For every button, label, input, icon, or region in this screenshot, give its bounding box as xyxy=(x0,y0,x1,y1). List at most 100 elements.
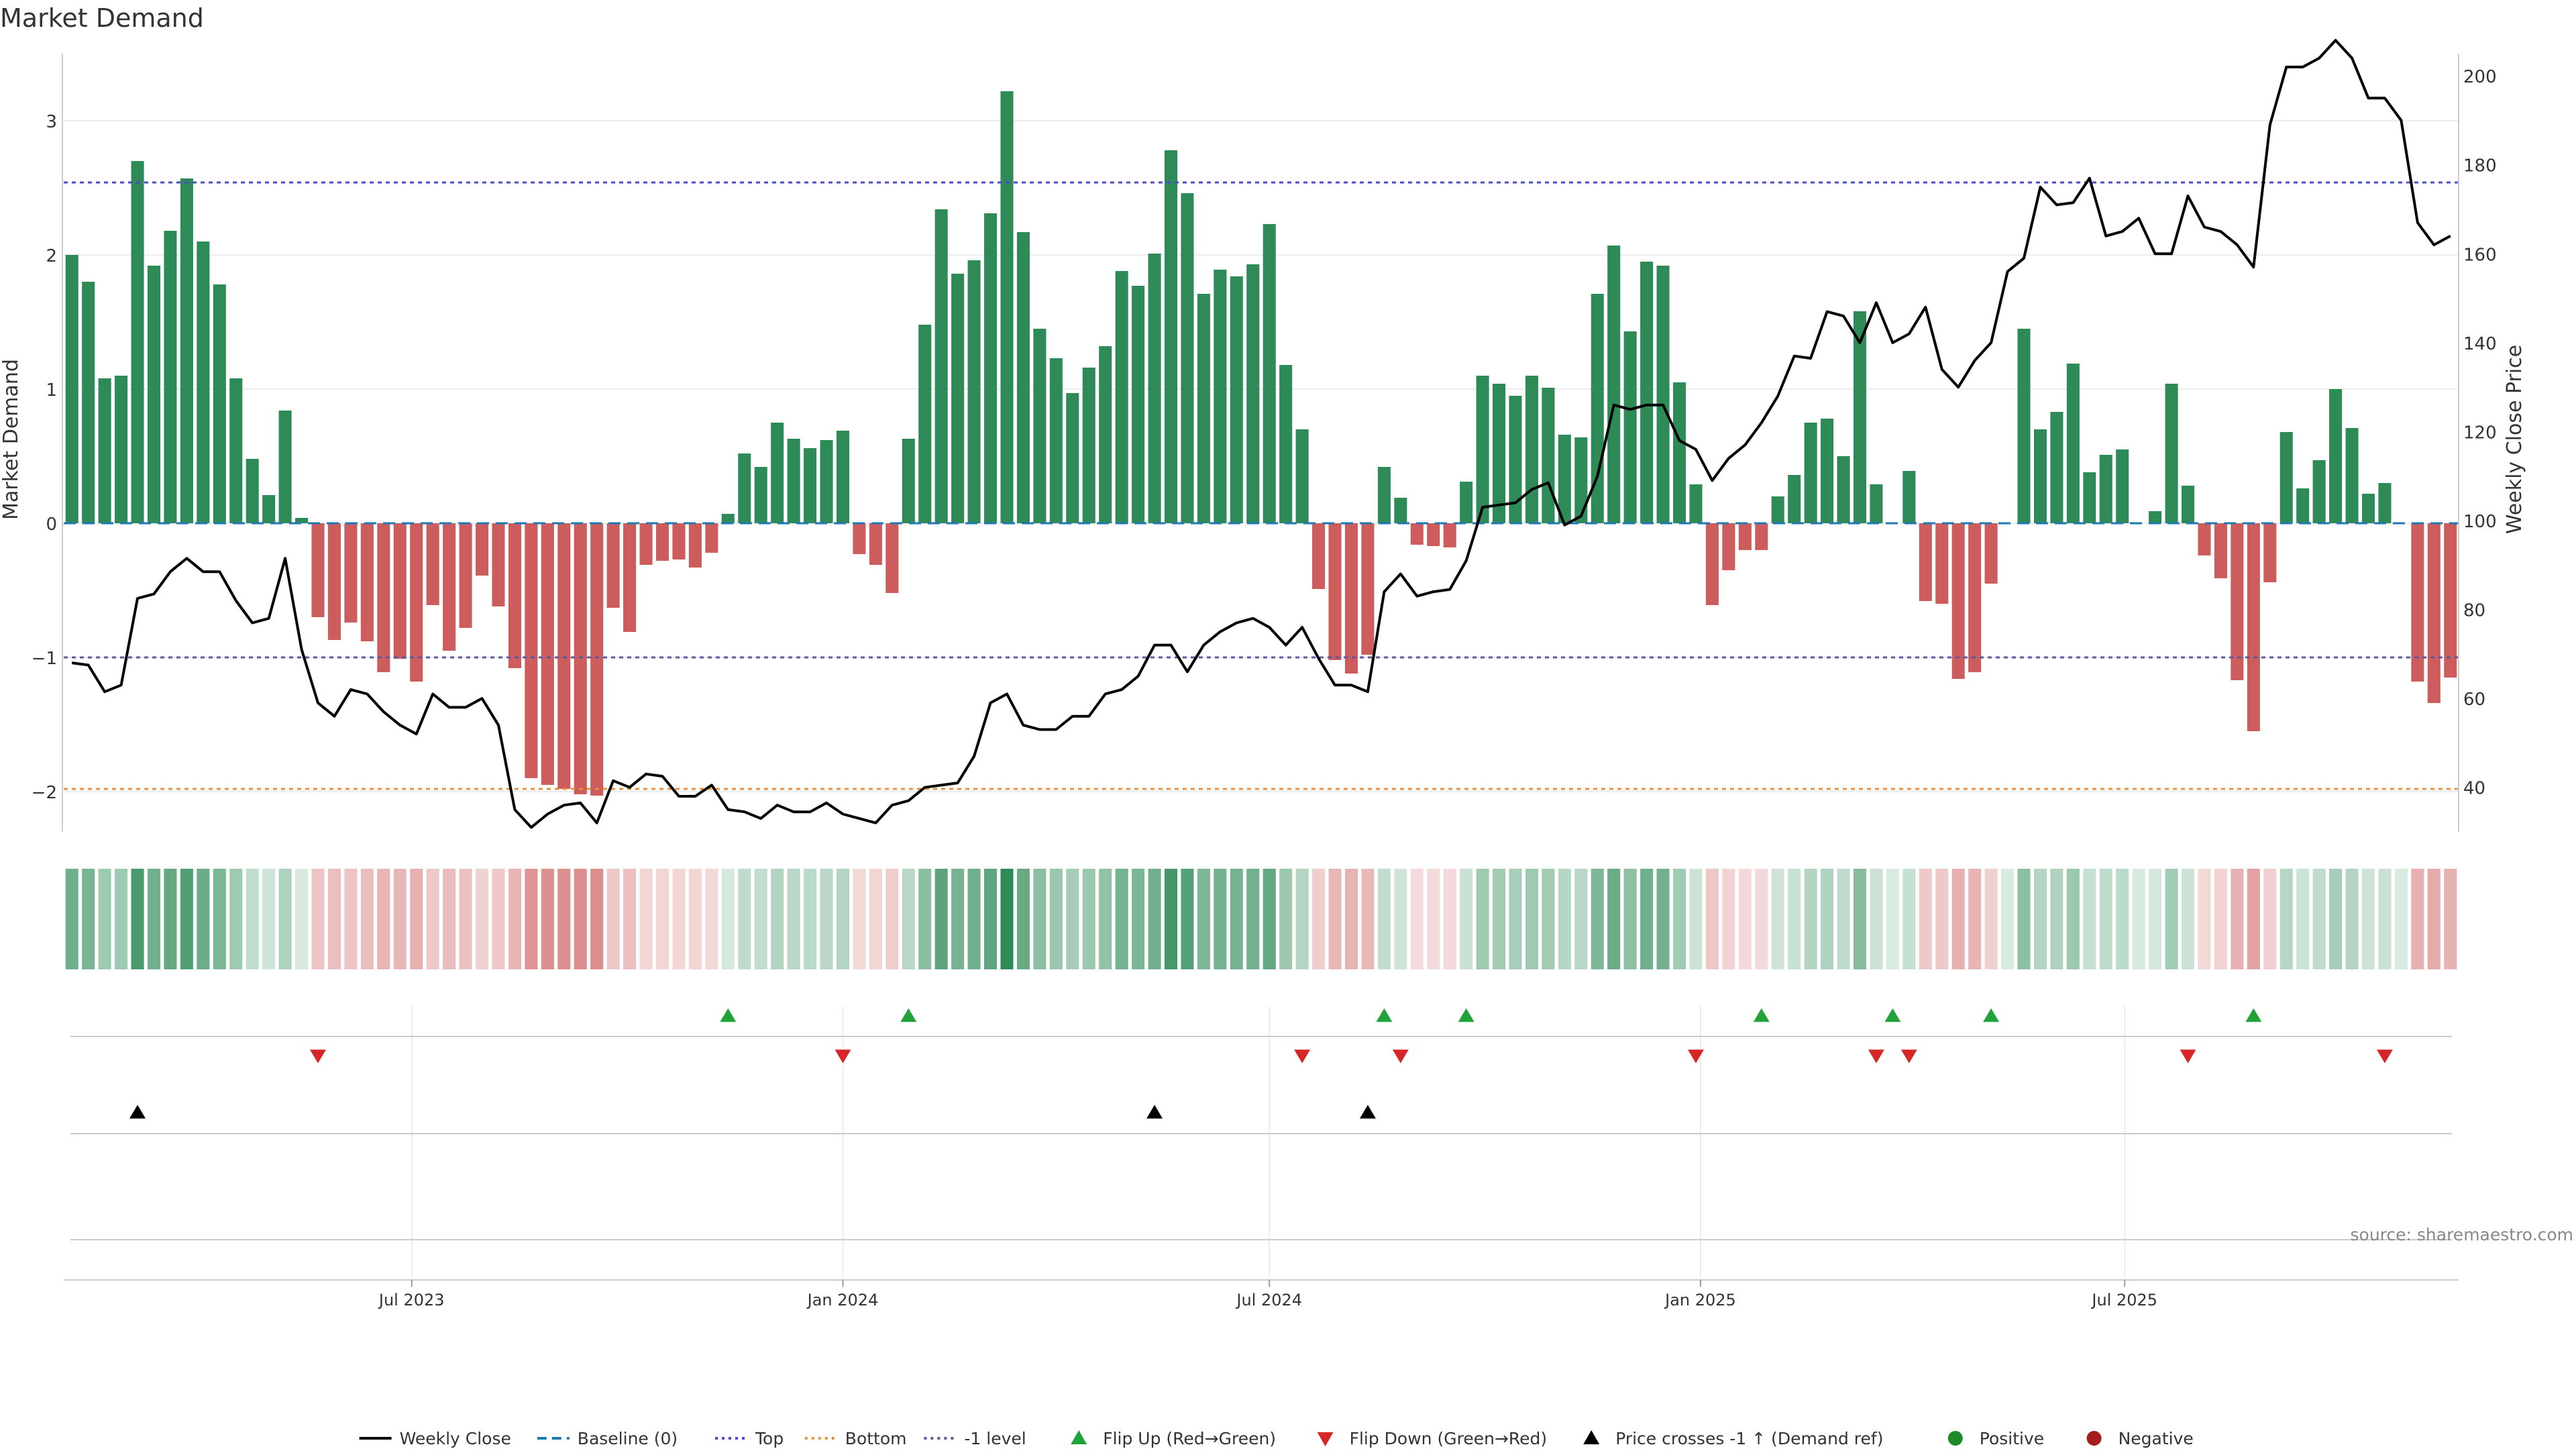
y-tick-label-right: 200 xyxy=(2463,67,2497,87)
heat-cell xyxy=(738,869,751,969)
demand-bar xyxy=(1246,264,1260,523)
demand-bar xyxy=(1509,396,1522,523)
y-tick-label-right: 100 xyxy=(2463,512,2497,532)
demand-bar xyxy=(1672,382,1686,523)
demand-bar xyxy=(164,231,177,523)
demand-bar xyxy=(393,523,407,659)
heat-cell xyxy=(1607,869,1621,969)
demand-bar xyxy=(1607,246,1621,523)
demand-bar xyxy=(2066,364,2080,523)
demand-bar xyxy=(426,523,439,605)
demand-bar xyxy=(1263,224,1276,523)
heat-cell xyxy=(934,869,948,969)
flip-down-marker xyxy=(1294,1049,1311,1063)
demand-bar xyxy=(492,523,505,606)
demand-bar xyxy=(705,523,718,553)
demand-bar xyxy=(934,209,948,523)
heat-cell xyxy=(1377,869,1391,969)
heat-cell xyxy=(1640,869,1654,969)
legend-item: Price crosses -1 ↑ (Demand ref) xyxy=(1583,1429,1883,1448)
demand-bar xyxy=(1164,150,1178,523)
demand-bar xyxy=(1525,376,1538,523)
x-tick-label: Jul 2025 xyxy=(2090,1291,2157,1309)
heat-cell xyxy=(2165,869,2178,969)
demand-bar xyxy=(1295,429,1309,523)
heat-cell xyxy=(655,869,669,969)
flip-up-marker xyxy=(900,1008,917,1022)
heat-cell xyxy=(705,869,718,969)
heat-cell xyxy=(393,869,407,969)
demand-bar xyxy=(1542,388,1555,523)
demand-bar xyxy=(1837,456,1850,523)
heat-cell xyxy=(1968,869,1982,969)
heat-cell xyxy=(1755,869,1768,969)
demand-bar xyxy=(590,523,604,796)
heat-cell xyxy=(65,869,78,969)
heat-cell xyxy=(1295,869,1309,969)
heat-cell xyxy=(1214,869,1227,969)
heat-cell xyxy=(1164,869,1178,969)
heat-cell xyxy=(754,869,767,969)
heat-cell xyxy=(2231,869,2244,969)
heat-cell xyxy=(2444,869,2457,969)
demand-bar xyxy=(147,266,161,523)
demand-bar xyxy=(1197,294,1210,523)
heat-cell xyxy=(1788,869,1801,969)
legend-label: -1 level xyxy=(964,1429,1026,1448)
flip-down-marker xyxy=(835,1049,851,1063)
heat-cell xyxy=(508,869,521,969)
chart-title: Market Demand xyxy=(0,3,204,33)
demand-bar xyxy=(65,255,78,523)
y-axis-label-right: Weekly Close Price xyxy=(2503,345,2526,534)
flip-up-marker xyxy=(1458,1008,1474,1022)
x-tick-label: Jul 2023 xyxy=(378,1291,445,1309)
demand-bar xyxy=(1919,523,1932,601)
demand-bar xyxy=(869,523,882,565)
legend-label: Price crosses -1 ↑ (Demand ref) xyxy=(1615,1429,1883,1448)
heat-cell xyxy=(311,869,325,969)
demand-bar xyxy=(1377,467,1391,523)
heat-cell xyxy=(1705,869,1719,969)
heat-cell xyxy=(1722,869,1735,969)
demand-bar xyxy=(1705,523,1719,605)
y-axis-label-left: Market Demand xyxy=(0,359,23,520)
demand-bar xyxy=(2083,472,2096,523)
legend-item: Top xyxy=(715,1429,784,1448)
demand-bar xyxy=(508,523,521,668)
heat-cell xyxy=(1279,869,1293,969)
heat-cell xyxy=(623,869,637,969)
heat-cell xyxy=(2182,869,2195,969)
demand-bar xyxy=(262,495,276,523)
flip-down-marker xyxy=(1868,1049,1884,1063)
demand-bar xyxy=(311,523,325,617)
demand-bar xyxy=(115,376,128,523)
heat-cell xyxy=(475,869,489,969)
heat-cell xyxy=(459,869,472,969)
heat-cell xyxy=(1148,869,1161,969)
demand-bar xyxy=(2296,488,2310,523)
heat-cell xyxy=(1919,869,1932,969)
demand-bar xyxy=(2214,523,2227,578)
demand-bar xyxy=(1394,498,1407,523)
price-line-layer xyxy=(71,39,2451,829)
heat-cell xyxy=(885,869,899,969)
heat-cell xyxy=(525,869,538,969)
demand-bar xyxy=(984,213,998,523)
demand-bar xyxy=(606,523,620,608)
heat-cell xyxy=(2116,869,2129,969)
heat-cell xyxy=(1902,869,1916,969)
heat-cell xyxy=(1460,869,1473,969)
demand-bar xyxy=(1410,523,1424,545)
demand-bar xyxy=(1328,523,1342,660)
demand-bar xyxy=(1656,266,1670,523)
heat-cell xyxy=(672,869,686,969)
demand-bar xyxy=(738,453,751,523)
flip-up-marker xyxy=(2245,1008,2262,1022)
demand-bar xyxy=(853,523,866,554)
heat-cell xyxy=(2066,869,2080,969)
demand-bar xyxy=(787,439,800,523)
heat-cell xyxy=(115,869,128,969)
demand-bar xyxy=(2231,523,2244,680)
price-cross-marker xyxy=(1359,1105,1376,1119)
heat-cell xyxy=(2198,869,2211,969)
